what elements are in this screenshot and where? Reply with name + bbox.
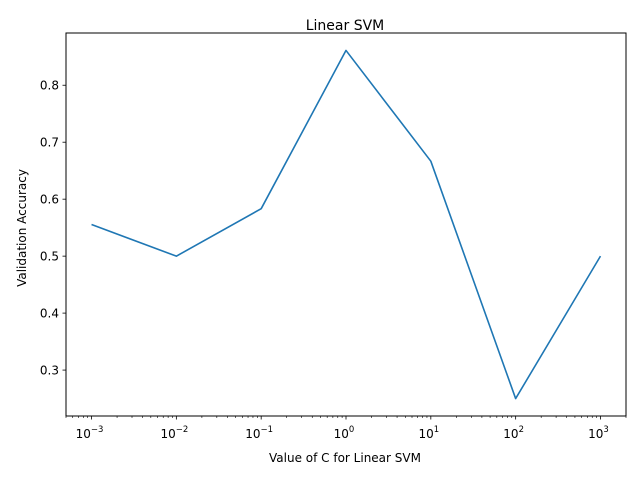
- x-tick-base: 10: [588, 427, 603, 441]
- x-tick-exponent: −1: [261, 425, 274, 435]
- x-tick-label: 103: [588, 425, 609, 441]
- x-axis-label: Value of C for Linear SVM: [269, 451, 421, 465]
- x-tick-base: 10: [160, 427, 175, 441]
- y-tick-label: 0.3: [40, 363, 59, 377]
- x-tick-base: 10: [334, 427, 349, 441]
- x-tick-label: 101: [418, 425, 439, 441]
- x-tick-exponent: 3: [603, 425, 608, 435]
- x-tick-label: 10−2: [160, 425, 188, 441]
- x-tick-exponent: −3: [91, 425, 104, 435]
- y-tick-label: 0.6: [40, 192, 59, 206]
- x-tick-exponent: 0: [349, 425, 354, 435]
- x-tick-label: 10−3: [76, 425, 104, 441]
- x-tick-base: 10: [245, 427, 260, 441]
- axes-frame: [65, 32, 627, 417]
- y-tick-label: 0.5: [40, 249, 59, 263]
- x-tick-base: 10: [503, 427, 518, 441]
- plot-area: 10−3 10−2 10−1 100 101 102 1030.30.40.50.60.70…: [40, 49, 627, 441]
- x-tick-base: 10: [418, 427, 433, 441]
- y-tick-label: 0.8: [40, 79, 59, 93]
- x-tick-exponent: 2: [519, 425, 524, 435]
- x-tick-base: 10: [76, 427, 91, 441]
- y-tick-label: 0.7: [40, 136, 59, 150]
- x-tick-label: 102: [503, 425, 524, 441]
- x-tick-exponent: −2: [176, 425, 189, 435]
- y-tick-label: 0.4: [40, 306, 59, 320]
- y-axis-label: Validation Accuracy: [15, 169, 29, 287]
- chart-title: Linear SVM: [306, 18, 385, 34]
- x-tick-label: 100: [334, 425, 355, 441]
- x-tick-exponent: 1: [434, 425, 439, 435]
- x-tick-label: 10−1: [245, 425, 273, 441]
